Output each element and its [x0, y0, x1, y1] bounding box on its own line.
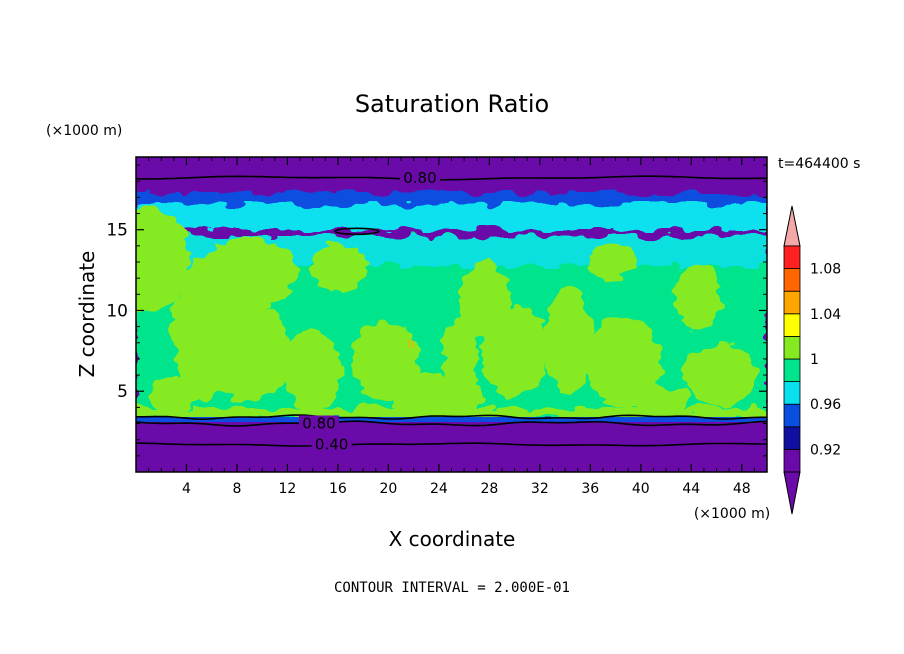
- green-patch-16: [442, 320, 478, 400]
- y-unit-label: (×1000 m): [46, 123, 122, 139]
- green-patch-13: [676, 264, 720, 332]
- green-patch-4: [311, 243, 367, 291]
- x-axis-label: X coordinate: [389, 527, 516, 551]
- colorbar-swatch-1: [783, 426, 801, 450]
- y-axis-label: Z coordinate: [75, 251, 99, 378]
- colorbar-label-1: 0.96: [810, 397, 841, 413]
- green-patch-14: [684, 343, 756, 407]
- x-unit-label: (×1000 m): [694, 506, 770, 522]
- contour-closed-loop: [334, 227, 380, 236]
- contour-label-1: 0.80: [302, 415, 335, 433]
- x-tick-label-36: 36: [581, 481, 599, 497]
- lower-edge-blue: [136, 417, 767, 422]
- colorbar-swatch-2: [783, 403, 801, 428]
- colorbar: 0.92 0.96 1 1.04 1.08: [783, 205, 841, 515]
- plot-area: [136, 157, 767, 472]
- contour-label-bg-2: [311, 436, 352, 452]
- colorbar-swatch-9: [783, 245, 801, 270]
- colorbar-swatch-4: [783, 358, 801, 383]
- x-tick-label-32: 32: [531, 481, 549, 497]
- green-patch-2: [201, 237, 297, 309]
- contour-label-2: 0.40: [315, 436, 348, 454]
- x-tick-label-8: 8: [232, 481, 241, 497]
- green-patch-3: [203, 302, 291, 402]
- colorbar-label-3: 1.04: [810, 307, 841, 323]
- x-tick-label-12: 12: [279, 481, 297, 497]
- y-axis-ticks: 5 10 15: [106, 164, 767, 457]
- contour-label-bg-1: [298, 415, 339, 431]
- x-tick-label-48: 48: [733, 481, 751, 497]
- colorbar-label-0: 0.92: [810, 442, 841, 458]
- green-patches: [136, 208, 767, 418]
- green-patch-6: [351, 320, 419, 400]
- colorbar-swatch-3: [783, 381, 801, 405]
- time-label: t=464400 s: [778, 156, 860, 172]
- contour-lower-0-40: [136, 442, 767, 447]
- colorbar-swatch-0: [783, 448, 801, 473]
- x-tick-label-40: 40: [632, 481, 650, 497]
- contour-lower-0-80: [136, 420, 767, 427]
- green-patch-11: [588, 244, 636, 280]
- y-tick-label-10: 10: [106, 301, 128, 321]
- green-patch-10: [545, 286, 593, 394]
- colorbar-under-triangle: [783, 471, 801, 515]
- contour-label-0: 0.80: [403, 169, 436, 187]
- y-tick-label-15: 15: [106, 221, 128, 241]
- x-tick-label-24: 24: [430, 481, 448, 497]
- lower-band-purple: [136, 422, 767, 472]
- green-patch-9: [481, 304, 549, 396]
- green-patch-5: [282, 330, 342, 410]
- colorbar-swatch-8: [783, 268, 801, 292]
- contour-interval-footer: CONTOUR INTERVAL = 2.000E-01: [334, 580, 570, 596]
- x-tick-label-44: 44: [682, 481, 700, 497]
- x-tick-label-20: 20: [379, 481, 397, 497]
- green-patch-12: [586, 316, 662, 408]
- green-patch-15: [151, 377, 199, 413]
- colorbar-swatch-7: [783, 290, 801, 315]
- contour-label-3: 0: [408, 338, 415, 351]
- green-lower-strip: [136, 408, 767, 418]
- green-patch-17: [630, 386, 690, 414]
- colorbar-swatch-5: [783, 335, 801, 360]
- chart-title: Saturation Ratio: [355, 90, 549, 118]
- x-tick-label-4: 4: [182, 481, 191, 497]
- contour-upper-0-80: [136, 175, 767, 181]
- colorbar-swatch-6: [783, 313, 801, 337]
- x-axis-ticks: 4 8 12 16 20 24 28 32 36 40 44 48: [148, 157, 755, 497]
- colorbar-label-4: 1.08: [810, 262, 841, 278]
- colorbar-over-triangle: [783, 205, 801, 247]
- colorbar-label-2: 1: [810, 352, 819, 368]
- x-tick-label-16: 16: [329, 481, 347, 497]
- green-patch-0: [136, 208, 190, 312]
- contour-labels: 0.80 0.80 0.40 0: [298, 169, 440, 454]
- upper-band-cyan: [136, 204, 767, 230]
- contour-label-bg-0: [399, 170, 440, 185]
- x-tick-label-28: 28: [480, 481, 498, 497]
- y-tick-label-5: 5: [117, 382, 128, 402]
- contour-lines: [136, 175, 767, 447]
- contour-lower-edge: [136, 414, 767, 421]
